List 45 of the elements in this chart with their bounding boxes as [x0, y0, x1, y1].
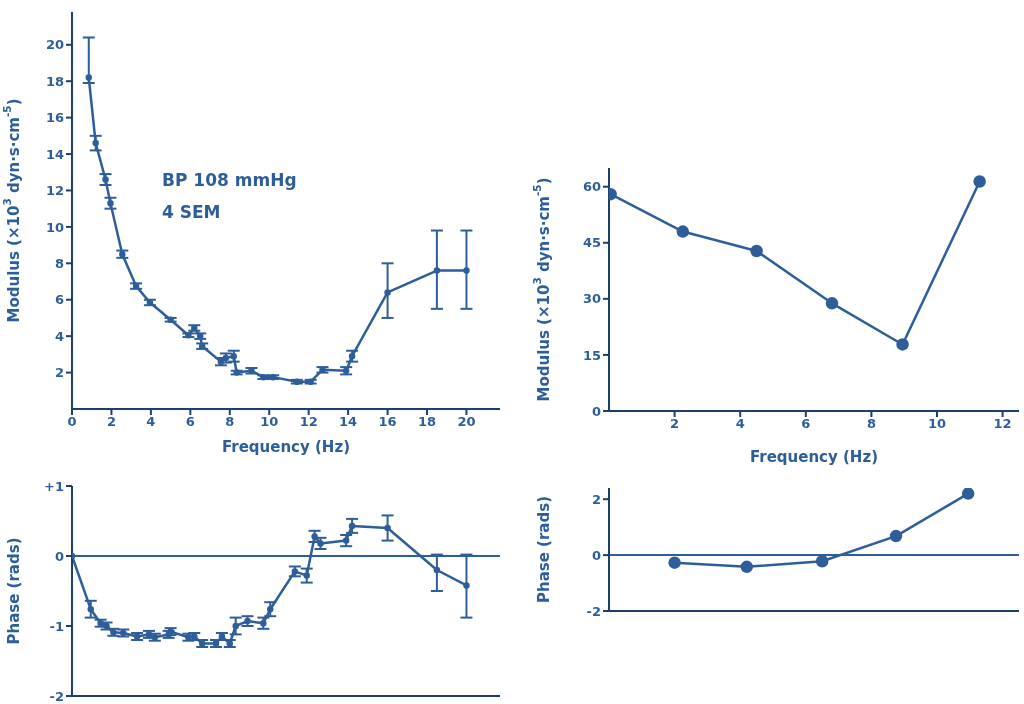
- x-tick-label: 16: [378, 414, 397, 430]
- x-tick-label: 14: [339, 414, 358, 430]
- y-tick-label: 45: [582, 235, 601, 251]
- x-tick-label: 6: [801, 416, 811, 432]
- y-tick-label: 16: [45, 110, 64, 126]
- y-axis-title: Phase (rads): [4, 537, 23, 645]
- y-tick-label: 30: [582, 291, 601, 307]
- y-tick-label: 2: [54, 365, 64, 381]
- y-tick-label: 14: [45, 146, 64, 162]
- y-tick-label: 18: [45, 73, 64, 89]
- y-tick-label: -2: [49, 688, 64, 704]
- y-tick-label: 0: [591, 547, 601, 563]
- y-tick-label: 8: [54, 255, 64, 271]
- x-tick-label: 8: [225, 414, 235, 430]
- annotation: 4 SEM: [162, 202, 221, 222]
- x-axis-title: Frequency (Hz): [221, 438, 351, 456]
- x-tick-label: 12: [299, 414, 318, 430]
- y-tick-label: 60: [582, 179, 601, 195]
- x-tick-label: 18: [417, 414, 437, 430]
- y-tick-label: 0: [591, 403, 601, 419]
- y-tick-label: 12: [45, 183, 64, 199]
- y-tick-label: -2: [586, 603, 601, 619]
- y-tick-label: 15: [582, 347, 601, 363]
- y-tick-label: 4: [54, 328, 64, 344]
- x-tick-label: 20: [457, 414, 476, 430]
- x-tick-label: 10: [260, 414, 279, 430]
- y-axis-title: Phase (rads): [534, 495, 553, 604]
- x-tick-label: 2: [670, 416, 680, 432]
- y-tick-label: -1: [49, 618, 64, 634]
- y-tick-label: 6: [54, 292, 64, 308]
- x-axis-title: Frequency (Hz): [749, 448, 879, 466]
- x-tick-label: 4: [146, 414, 156, 430]
- x-tick-label: 0: [67, 414, 77, 430]
- x-tick-label: 4: [735, 416, 745, 432]
- x-tick-label: 6: [185, 414, 195, 430]
- y-tick-label: +1: [44, 478, 64, 494]
- x-tick-label: 10: [927, 416, 947, 432]
- y-tick-label: 10: [45, 219, 64, 235]
- annotation: BP 108 mmHg: [162, 170, 297, 190]
- y-tick-label: 2: [591, 491, 601, 507]
- y-tick-label: 20: [45, 37, 64, 53]
- x-tick-label: 2: [106, 414, 116, 430]
- x-tick-label: 12: [993, 416, 1012, 432]
- x-tick-label: 8: [866, 416, 876, 432]
- y-tick-label: 0: [54, 548, 64, 564]
